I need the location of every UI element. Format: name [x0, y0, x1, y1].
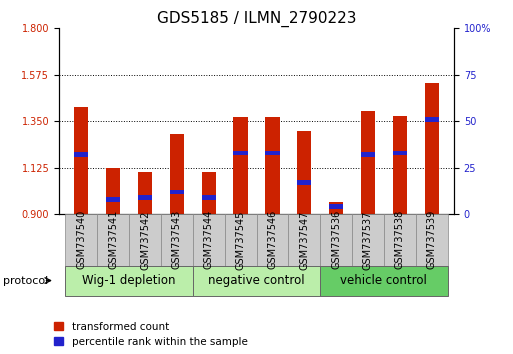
Bar — [425, 83, 439, 214]
Text: GSM737536: GSM737536 — [331, 210, 341, 269]
Text: Wig-1 depletion: Wig-1 depletion — [82, 274, 176, 287]
Text: GSM737538: GSM737538 — [395, 210, 405, 269]
Text: GSM737543: GSM737543 — [172, 210, 182, 269]
Bar — [138, 172, 152, 214]
Bar — [297, 180, 311, 185]
Bar — [361, 153, 375, 157]
Text: GSM737542: GSM737542 — [140, 210, 150, 269]
Bar — [170, 133, 184, 214]
Bar — [329, 202, 343, 214]
Legend: transformed count, percentile rank within the sample: transformed count, percentile rank withi… — [54, 322, 248, 347]
Bar — [329, 205, 343, 209]
Text: GSM737541: GSM737541 — [108, 210, 118, 269]
Bar — [138, 195, 152, 200]
Bar — [265, 150, 280, 155]
Text: GSM737545: GSM737545 — [235, 210, 246, 269]
Bar — [392, 150, 407, 155]
Text: GSM737539: GSM737539 — [427, 210, 437, 269]
Text: GSM737537: GSM737537 — [363, 210, 373, 269]
Bar — [233, 150, 248, 155]
Text: GSM737540: GSM737540 — [76, 210, 86, 269]
Bar — [392, 116, 407, 214]
Bar — [297, 131, 311, 214]
Title: GDS5185 / ILMN_2790223: GDS5185 / ILMN_2790223 — [157, 11, 356, 27]
Bar — [425, 117, 439, 122]
Bar — [361, 111, 375, 214]
Text: vehicle control: vehicle control — [341, 274, 427, 287]
Bar — [202, 172, 216, 214]
Bar — [106, 168, 121, 214]
Bar — [233, 117, 248, 214]
Bar — [265, 117, 280, 214]
Bar — [170, 190, 184, 194]
Text: GSM737547: GSM737547 — [299, 210, 309, 269]
Text: protocol: protocol — [3, 275, 48, 286]
Text: negative control: negative control — [208, 274, 305, 287]
Text: GSM737546: GSM737546 — [267, 210, 278, 269]
Text: GSM737544: GSM737544 — [204, 210, 214, 269]
Bar — [202, 195, 216, 200]
Bar — [74, 107, 88, 214]
Bar — [106, 197, 121, 201]
Bar — [74, 153, 88, 157]
